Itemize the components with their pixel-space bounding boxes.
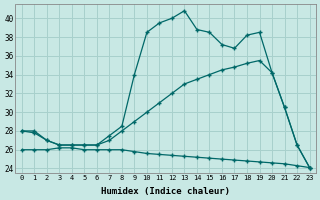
- X-axis label: Humidex (Indice chaleur): Humidex (Indice chaleur): [101, 187, 230, 196]
